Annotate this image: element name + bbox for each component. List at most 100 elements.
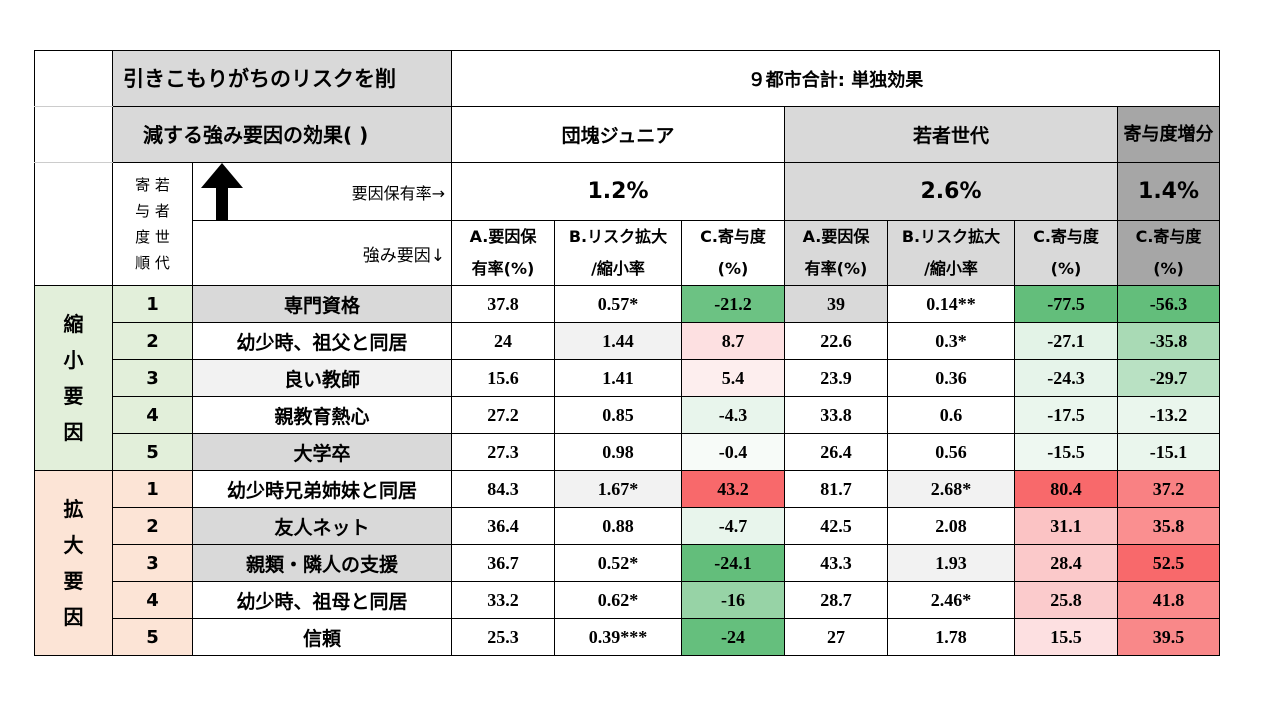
rank-cell: 3 bbox=[112, 544, 193, 582]
d-cell: -13.2 bbox=[1116, 396, 1221, 434]
rank-cell: 4 bbox=[112, 581, 193, 619]
b1-cell: 0.52* bbox=[554, 544, 682, 582]
d-cell: 52.5 bbox=[1116, 544, 1221, 582]
title-line1: 引きこもりがちのリスクを削 bbox=[112, 50, 452, 107]
a2-cell: 27 bbox=[784, 618, 888, 656]
a1-cell: 15.6 bbox=[451, 359, 555, 397]
c2-cell: -77.5 bbox=[1014, 285, 1118, 323]
c2-cell: 28.4 bbox=[1014, 544, 1118, 582]
a2-cell: 33.8 bbox=[784, 396, 888, 434]
d-cell: 41.8 bbox=[1116, 581, 1221, 619]
b1-cell: 1.44 bbox=[554, 322, 682, 360]
b1-cell: 0.62* bbox=[554, 581, 682, 619]
b2-cell: 0.56 bbox=[887, 433, 1015, 471]
d-cell: -56.3 bbox=[1116, 285, 1221, 323]
holding-rate-dankai: 1.2% bbox=[451, 162, 785, 221]
a1-cell: 84.3 bbox=[451, 470, 555, 508]
col-b1: B.リスク拡大/縮小率 bbox=[554, 220, 682, 286]
corner-cell-3 bbox=[34, 162, 113, 286]
factor-rate-cell: 要因保有率→ bbox=[192, 162, 452, 221]
c1-cell: -4.3 bbox=[681, 396, 785, 434]
a1-cell: 24 bbox=[451, 322, 555, 360]
a1-cell: 25.3 bbox=[451, 618, 555, 656]
factor-cell: 親教育熱心 bbox=[192, 396, 452, 434]
title-line2: 減する強み要因の効果( ) bbox=[112, 106, 452, 163]
rank-cell: 1 bbox=[112, 285, 193, 323]
c2-cell: 25.8 bbox=[1014, 581, 1118, 619]
factor-cell: 幼少時、祖父と同居 bbox=[192, 322, 452, 360]
d-cell: -35.8 bbox=[1116, 322, 1221, 360]
factor-cell: 幼少時兄弟姉妹と同居 bbox=[192, 470, 452, 508]
rank-label-char: 寄 若 bbox=[135, 176, 170, 194]
c2-cell: -24.3 bbox=[1014, 359, 1118, 397]
a1-cell: 27.3 bbox=[451, 433, 555, 471]
a2-cell: 43.3 bbox=[784, 544, 888, 582]
c1-cell: -0.4 bbox=[681, 433, 785, 471]
c2-cell: -27.1 bbox=[1014, 322, 1118, 360]
b1-cell: 1.41 bbox=[554, 359, 682, 397]
col-b2: B.リスク拡大/縮小率 bbox=[887, 220, 1015, 286]
b2-cell: 2.68* bbox=[887, 470, 1015, 508]
b1-cell: 1.67* bbox=[554, 470, 682, 508]
col-d: C.寄与度 (%) bbox=[1116, 220, 1221, 286]
col-a1: A.要因保 有率(%) bbox=[451, 220, 555, 286]
rank-label-char: 与 者 bbox=[135, 202, 170, 220]
header-main: ９都市合計: 単独効果 bbox=[450, 50, 1221, 107]
c2-cell: -17.5 bbox=[1014, 396, 1118, 434]
factor-cell: 専門資格 bbox=[192, 285, 452, 323]
b2-cell: 0.3* bbox=[887, 322, 1015, 360]
group-wakamono: 若者世代 bbox=[784, 106, 1118, 163]
data-table: 引きこもりがちのリスクを削 ９都市合計: 単独効果 減する強み要因の効果( ) … bbox=[34, 50, 1221, 656]
d-cell: 39.5 bbox=[1116, 618, 1221, 656]
c1-cell: -16 bbox=[681, 581, 785, 619]
rank-label-char: 順 代 bbox=[135, 254, 170, 272]
a2-cell: 42.5 bbox=[784, 507, 888, 545]
a2-cell: 23.9 bbox=[784, 359, 888, 397]
b2-cell: 0.36 bbox=[887, 359, 1015, 397]
c1-cell: -24 bbox=[681, 618, 785, 656]
c1-cell: -21.2 bbox=[681, 285, 785, 323]
holding-rate-zoubun: 1.4% bbox=[1116, 162, 1221, 221]
a2-cell: 22.6 bbox=[784, 322, 888, 360]
group-label-kakudai: 拡大 要因 bbox=[34, 470, 113, 656]
rank-cell: 2 bbox=[112, 507, 193, 545]
holding-rate-wakamono: 2.6% bbox=[784, 162, 1118, 221]
col-a2: A.要因保 有率(%) bbox=[784, 220, 888, 286]
factor-rate-label: 要因保有率→ bbox=[351, 183, 445, 203]
factor-cell: 親類・隣人の支援 bbox=[192, 544, 452, 582]
c2-cell: -15.5 bbox=[1014, 433, 1118, 471]
b2-cell: 0.14** bbox=[887, 285, 1015, 323]
rank-cell: 5 bbox=[112, 433, 193, 471]
c2-cell: 80.4 bbox=[1014, 470, 1118, 508]
a2-cell: 39 bbox=[784, 285, 888, 323]
d-cell: -15.1 bbox=[1116, 433, 1221, 471]
group-label-shukusho: 縮小 要因 bbox=[34, 285, 113, 471]
b1-cell: 0.57* bbox=[554, 285, 682, 323]
a1-cell: 37.8 bbox=[451, 285, 555, 323]
corner-cell bbox=[34, 50, 113, 107]
a2-cell: 26.4 bbox=[784, 433, 888, 471]
a1-cell: 27.2 bbox=[451, 396, 555, 434]
rank-cell: 5 bbox=[112, 618, 193, 656]
c1-cell: 43.2 bbox=[681, 470, 785, 508]
rank-cell: 4 bbox=[112, 396, 193, 434]
d-cell: 35.8 bbox=[1116, 507, 1221, 545]
a2-cell: 28.7 bbox=[784, 581, 888, 619]
b1-cell: 0.85 bbox=[554, 396, 682, 434]
rank-cell: 3 bbox=[112, 359, 193, 397]
a1-cell: 33.2 bbox=[451, 581, 555, 619]
factor-cell: 信頼 bbox=[192, 618, 452, 656]
strength-label: 強み要因↓ bbox=[192, 220, 452, 286]
b2-cell: 1.93 bbox=[887, 544, 1015, 582]
rank-cell: 2 bbox=[112, 322, 193, 360]
b1-cell: 0.98 bbox=[554, 433, 682, 471]
factor-cell: 幼少時、祖母と同居 bbox=[192, 581, 452, 619]
c1-cell: 5.4 bbox=[681, 359, 785, 397]
factor-cell: 良い教師 bbox=[192, 359, 452, 397]
rank-label: 寄 若 与 者 度 世 順 代 bbox=[112, 162, 193, 286]
b1-cell: 0.39*** bbox=[554, 618, 682, 656]
b2-cell: 2.08 bbox=[887, 507, 1015, 545]
rank-label-char: 度 世 bbox=[135, 228, 170, 246]
d-cell: 37.2 bbox=[1116, 470, 1221, 508]
b2-cell: 0.6 bbox=[887, 396, 1015, 434]
